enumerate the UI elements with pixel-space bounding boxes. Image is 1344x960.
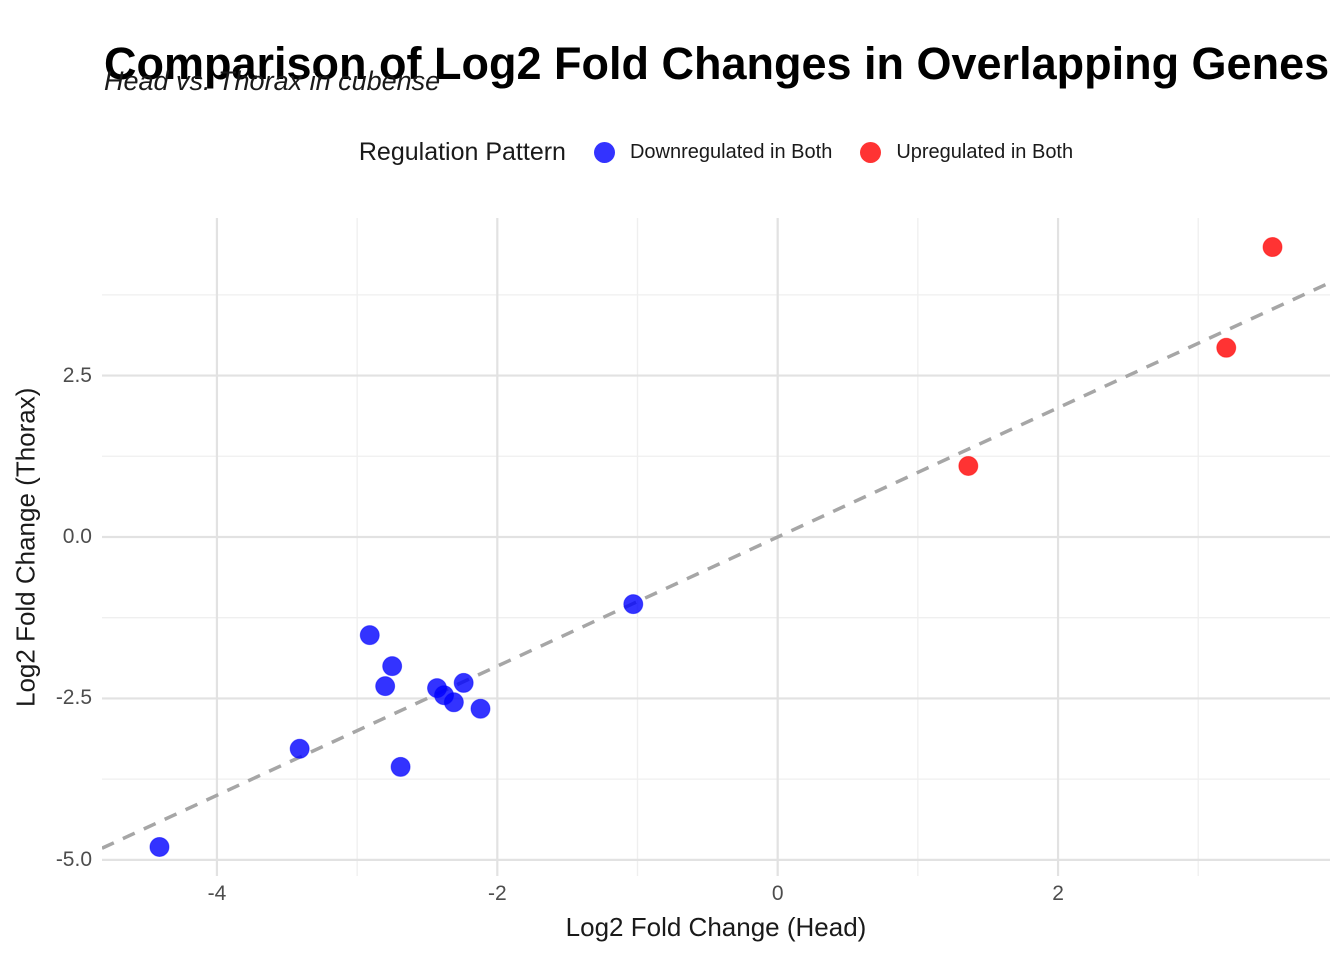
- y-tick-label: 2.5: [62, 363, 92, 387]
- identity-reference-line: [102, 280, 1330, 850]
- legend-label-downregulated: Downregulated in Both: [629, 140, 833, 163]
- x-tick-label: -4: [207, 882, 227, 905]
- downregulated-dot-icon: [593, 141, 615, 163]
- chart-subtitle: Head vs. Thorax in cubense: [104, 66, 441, 96]
- data-point-up: [1262, 237, 1283, 258]
- legend-item-downregulated: Downregulated in Both: [593, 140, 833, 164]
- legend-title: Regulation Pattern: [358, 137, 566, 166]
- data-point-down: [289, 738, 310, 759]
- data-point-down: [359, 625, 380, 646]
- x-tick-label: 0: [771, 882, 784, 905]
- data-point-down: [470, 698, 491, 719]
- data-point-up: [1216, 337, 1237, 358]
- data-point-down: [382, 656, 403, 677]
- upregulated-dot-icon: [860, 141, 882, 163]
- data-point-down: [443, 692, 464, 713]
- data-point-down: [149, 836, 170, 857]
- x-tick-label: -2: [487, 882, 507, 905]
- x-tick-label: 2: [1052, 882, 1064, 905]
- data-point-down: [390, 756, 411, 777]
- legend-item-upregulated: Upregulated in Both: [860, 141, 1073, 164]
- y-tick-label: 0.0: [62, 524, 92, 548]
- y-tick-label: -5.0: [55, 847, 92, 871]
- legend: Regulation Pattern Downregulated in Both…: [102, 126, 1330, 178]
- legend-label-upregulated: Upregulated in Both: [896, 140, 1074, 163]
- chart-title: Comparison of Log2 Fold Changes in Overl…: [104, 38, 1330, 90]
- data-point-down: [375, 676, 396, 697]
- y-tick-label: -2.5: [55, 686, 92, 710]
- data-point-down: [453, 672, 474, 693]
- data-point-down: [623, 594, 644, 615]
- data-point-up: [958, 455, 979, 476]
- x-axis-title: Log2 Fold Change (Head): [565, 912, 867, 942]
